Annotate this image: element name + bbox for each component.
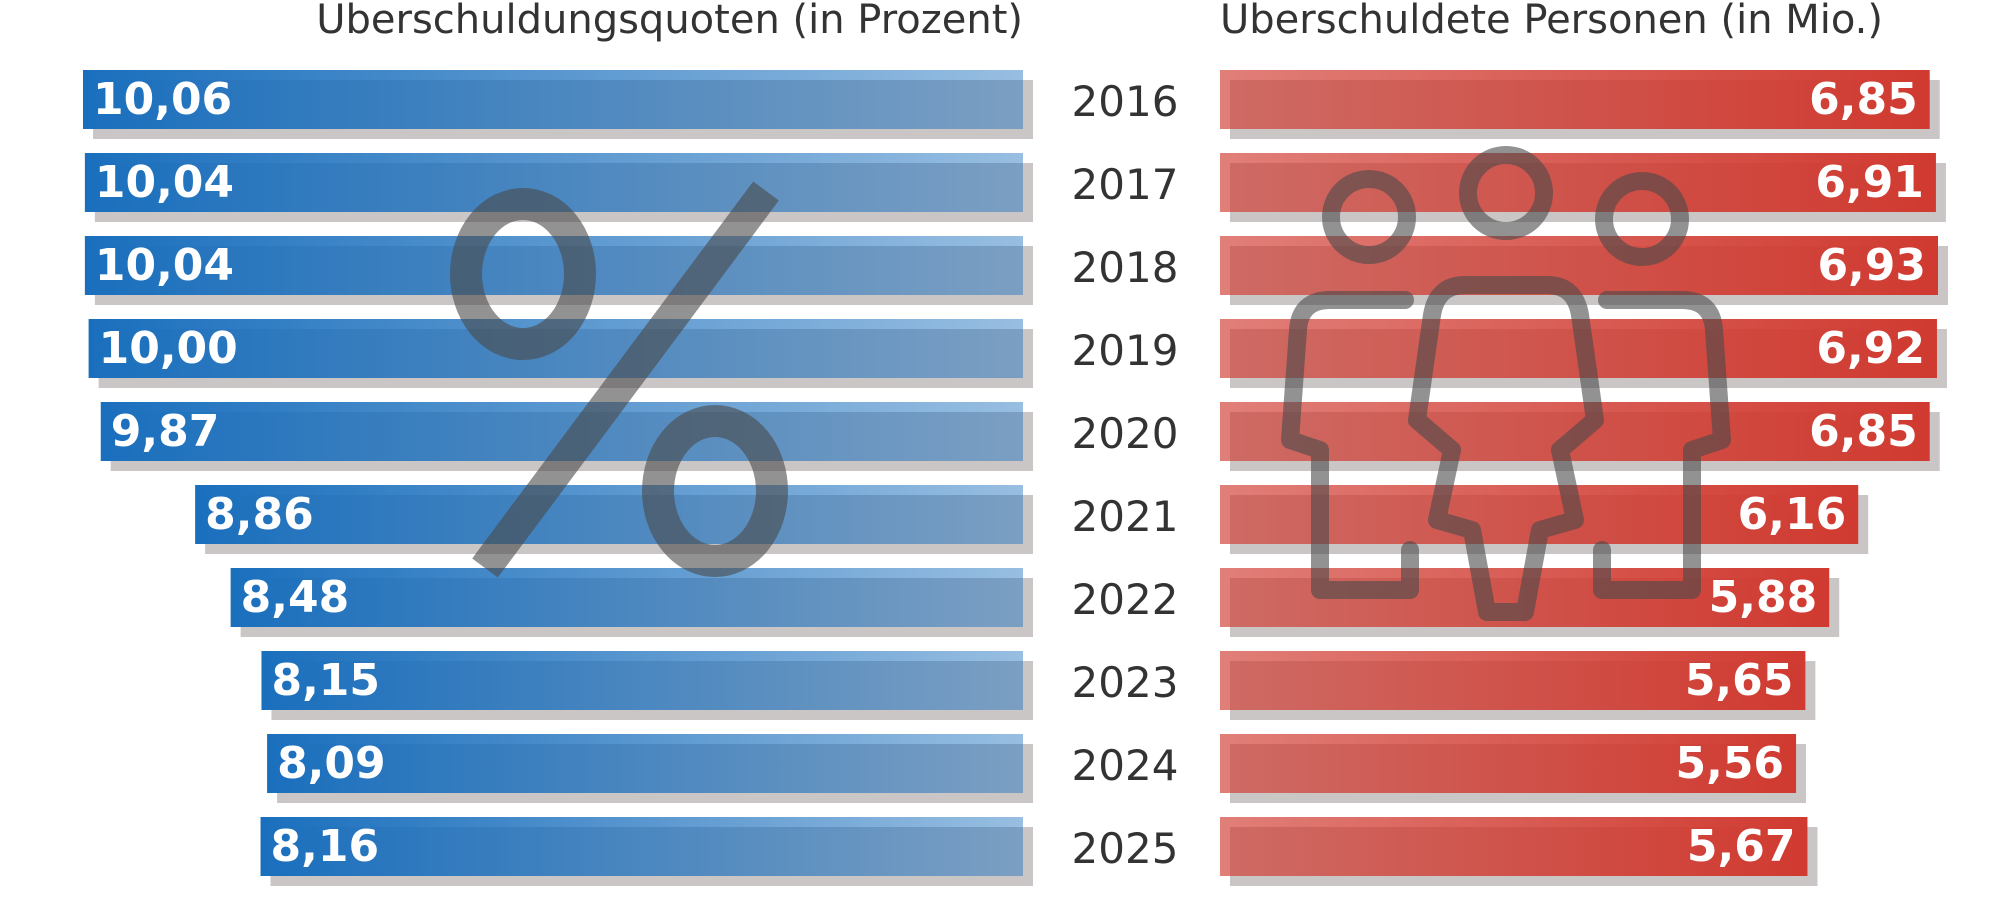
percent-slash bbox=[472, 181, 779, 578]
series-title: Überschuldungsquoten (in Prozent) bbox=[316, 0, 1023, 43]
year-label: 2023 bbox=[1072, 658, 1179, 707]
year-label: 2019 bbox=[1072, 326, 1179, 375]
year-label: 2021 bbox=[1072, 492, 1179, 541]
year-label: 2017 bbox=[1072, 160, 1179, 209]
bar bbox=[84, 236, 1024, 295]
year-label: 2020 bbox=[1072, 409, 1179, 458]
year-label: 2024 bbox=[1072, 741, 1179, 790]
value-label: 10,04 bbox=[95, 157, 234, 208]
year-label: 2016 bbox=[1072, 77, 1179, 126]
value-label: 10,04 bbox=[95, 240, 234, 291]
value-label: 6,85 bbox=[1809, 74, 1918, 125]
people-icon bbox=[1281, 146, 1731, 621]
value-label: 10,06 bbox=[93, 74, 232, 125]
body bbox=[1408, 276, 1604, 621]
bars bbox=[83, 70, 1948, 886]
bar bbox=[230, 568, 1023, 627]
bar bbox=[1220, 734, 1797, 793]
labels: Überschuldungsquoten (in Prozent) 10,06 10… bbox=[93, 0, 1926, 873]
value-label: 9,87 bbox=[111, 406, 220, 457]
bar bbox=[267, 734, 1023, 793]
head bbox=[1322, 170, 1416, 264]
value-label: 8,48 bbox=[241, 572, 350, 623]
value-label: 8,15 bbox=[271, 655, 380, 706]
year-label: 2022 bbox=[1072, 575, 1179, 624]
percent-circle bbox=[450, 188, 596, 360]
bar bbox=[261, 651, 1023, 710]
value-label: 5,88 bbox=[1709, 572, 1818, 623]
value-label: 5,56 bbox=[1675, 738, 1784, 789]
value-label: 8,16 bbox=[271, 821, 380, 872]
value-label: 6,93 bbox=[1817, 240, 1926, 291]
value-label: 6,91 bbox=[1815, 157, 1924, 208]
bar bbox=[260, 817, 1023, 876]
value-label: 5,65 bbox=[1685, 655, 1794, 706]
percent-icon bbox=[450, 181, 788, 578]
bar bbox=[1220, 70, 1930, 129]
head bbox=[1595, 172, 1689, 266]
value-label: 8,86 bbox=[205, 489, 314, 540]
value-label: 10,00 bbox=[99, 323, 238, 374]
value-label: 6,16 bbox=[1738, 489, 1847, 540]
bar bbox=[1220, 817, 1808, 876]
bar bbox=[83, 70, 1023, 129]
bar bbox=[195, 485, 1023, 544]
value-label: 5,67 bbox=[1687, 821, 1796, 872]
value-label: 8,09 bbox=[277, 738, 386, 789]
percent-circle bbox=[642, 405, 788, 577]
value-label: 6,92 bbox=[1816, 323, 1925, 374]
series-title: Überschuldete Personen (in Mio.) bbox=[1220, 0, 1883, 43]
body bbox=[1281, 291, 1419, 599]
year-label: 2018 bbox=[1072, 243, 1179, 292]
year-label: 2025 bbox=[1072, 824, 1179, 873]
bar bbox=[1220, 651, 1806, 710]
value-label: 6,85 bbox=[1809, 406, 1918, 457]
body bbox=[1593, 291, 1731, 599]
watermarks bbox=[450, 146, 1731, 621]
head bbox=[1459, 146, 1553, 240]
